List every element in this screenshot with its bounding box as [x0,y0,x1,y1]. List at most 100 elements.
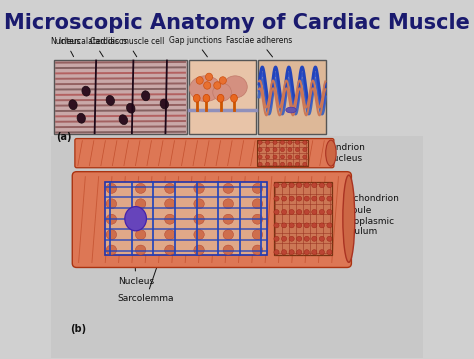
Circle shape [282,223,287,228]
Circle shape [274,236,279,241]
FancyBboxPatch shape [75,139,334,168]
Ellipse shape [119,115,128,125]
Circle shape [274,250,279,255]
Circle shape [282,183,287,188]
Circle shape [288,140,292,144]
Circle shape [273,162,277,166]
Ellipse shape [223,230,234,239]
Circle shape [282,210,287,214]
Circle shape [265,140,270,144]
Ellipse shape [219,77,227,84]
Circle shape [304,183,310,188]
Circle shape [265,162,270,166]
Ellipse shape [106,230,117,239]
Circle shape [327,196,332,201]
Circle shape [281,155,284,159]
Ellipse shape [223,214,234,224]
Circle shape [295,140,300,144]
Circle shape [289,236,294,241]
Text: Cardiac muscle cell: Cardiac muscle cell [90,37,164,57]
FancyBboxPatch shape [258,60,326,134]
Ellipse shape [77,113,85,123]
Ellipse shape [136,199,146,209]
Ellipse shape [223,245,234,255]
Circle shape [312,210,317,214]
Ellipse shape [204,82,211,89]
Ellipse shape [194,183,204,194]
Ellipse shape [164,214,175,224]
Text: Mitochondrion: Mitochondrion [328,194,399,204]
Text: Nucleus: Nucleus [118,251,154,285]
Text: Nucleus: Nucleus [50,37,81,57]
Circle shape [288,155,292,159]
Circle shape [319,223,325,228]
Circle shape [289,223,294,228]
Text: (b): (b) [70,325,86,335]
Circle shape [288,162,292,166]
FancyBboxPatch shape [51,136,423,358]
Ellipse shape [193,94,200,102]
Ellipse shape [82,86,90,96]
Ellipse shape [127,103,135,113]
Ellipse shape [223,76,247,98]
Ellipse shape [194,214,204,224]
FancyBboxPatch shape [105,182,267,255]
Circle shape [327,223,332,228]
Circle shape [258,162,262,166]
Ellipse shape [164,183,175,194]
Text: Nucleus: Nucleus [316,154,363,163]
Ellipse shape [194,230,204,239]
Circle shape [289,250,294,255]
Circle shape [281,140,284,144]
Circle shape [265,155,270,159]
Ellipse shape [213,83,231,101]
FancyBboxPatch shape [72,172,351,267]
Circle shape [304,250,310,255]
Circle shape [312,236,317,241]
Circle shape [319,196,325,201]
Circle shape [303,140,307,144]
Circle shape [265,148,270,151]
Ellipse shape [164,199,175,209]
Text: Sarcoplasmic
reticulum: Sarcoplasmic reticulum [328,217,394,236]
Circle shape [312,223,317,228]
Ellipse shape [286,107,296,113]
Circle shape [297,223,302,228]
Circle shape [289,183,294,188]
FancyBboxPatch shape [55,60,187,134]
Ellipse shape [106,245,117,255]
Text: Microscopic Anatomy of Cardiac Muscle: Microscopic Anatomy of Cardiac Muscle [4,13,470,33]
Ellipse shape [136,245,146,255]
Text: Cardiac
muscle cell: Cardiac muscle cell [84,142,160,162]
Circle shape [282,250,287,255]
Circle shape [304,236,310,241]
Circle shape [258,140,262,144]
Ellipse shape [252,214,263,224]
Circle shape [282,236,287,241]
Circle shape [327,250,332,255]
Text: Gap junctions: Gap junctions [169,36,222,57]
Ellipse shape [164,230,175,239]
Circle shape [319,250,325,255]
Circle shape [319,183,325,188]
Circle shape [297,183,302,188]
Ellipse shape [343,175,355,262]
Ellipse shape [164,245,175,255]
Circle shape [274,210,279,214]
Ellipse shape [231,94,237,102]
Ellipse shape [252,199,263,209]
Ellipse shape [106,95,114,105]
Circle shape [319,236,325,241]
Circle shape [295,148,300,151]
Circle shape [327,183,332,188]
Ellipse shape [203,94,210,102]
Ellipse shape [190,76,221,102]
Circle shape [282,196,287,201]
Ellipse shape [125,206,146,231]
Circle shape [273,148,277,151]
Text: Sarcolemma: Sarcolemma [118,259,174,303]
Circle shape [312,196,317,201]
Circle shape [304,196,310,201]
Circle shape [274,223,279,228]
Ellipse shape [252,183,263,194]
